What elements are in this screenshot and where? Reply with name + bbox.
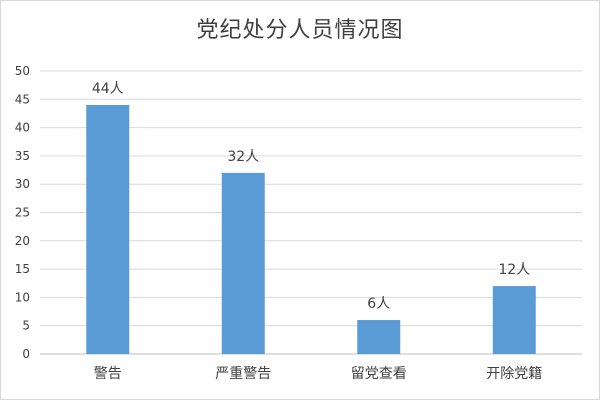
y-axis-ticks: 0 5 10 15 20 25 30 35 40 45 50	[15, 64, 30, 361]
data-label: 6人	[367, 296, 390, 312]
y-tick-label: 35	[15, 149, 30, 163]
bars	[86, 104, 536, 355]
y-tick-label: 50	[15, 64, 30, 78]
bar	[86, 104, 130, 355]
y-tick-label: 10	[15, 290, 30, 304]
category-label: 留党查看	[351, 366, 407, 382]
category-label: 开除党籍	[486, 365, 542, 382]
data-label: 44人	[92, 81, 124, 97]
y-tick-label: 20	[15, 234, 30, 248]
y-tick-label: 0	[22, 347, 30, 361]
category-label: 警告	[94, 366, 122, 382]
bar	[357, 320, 401, 354]
bar	[492, 286, 536, 354]
chart-title: 党纪处分人员情况图	[196, 18, 404, 43]
data-label: 12人	[498, 262, 530, 278]
gridlines	[40, 70, 582, 355]
bar	[221, 172, 265, 354]
category-labels: 警告 严重警告 留党查看 开除党籍	[94, 365, 543, 382]
y-tick-label: 25	[15, 206, 30, 220]
data-labels: 44人 32人 6人 12人	[92, 81, 530, 312]
y-tick-label: 30	[15, 177, 30, 191]
y-tick-label: 40	[15, 121, 30, 135]
data-label: 32人	[227, 149, 259, 165]
y-tick-label: 15	[15, 262, 30, 276]
category-label: 严重警告	[215, 366, 271, 382]
y-tick-label: 5	[22, 319, 30, 333]
y-tick-label: 45	[15, 92, 30, 106]
